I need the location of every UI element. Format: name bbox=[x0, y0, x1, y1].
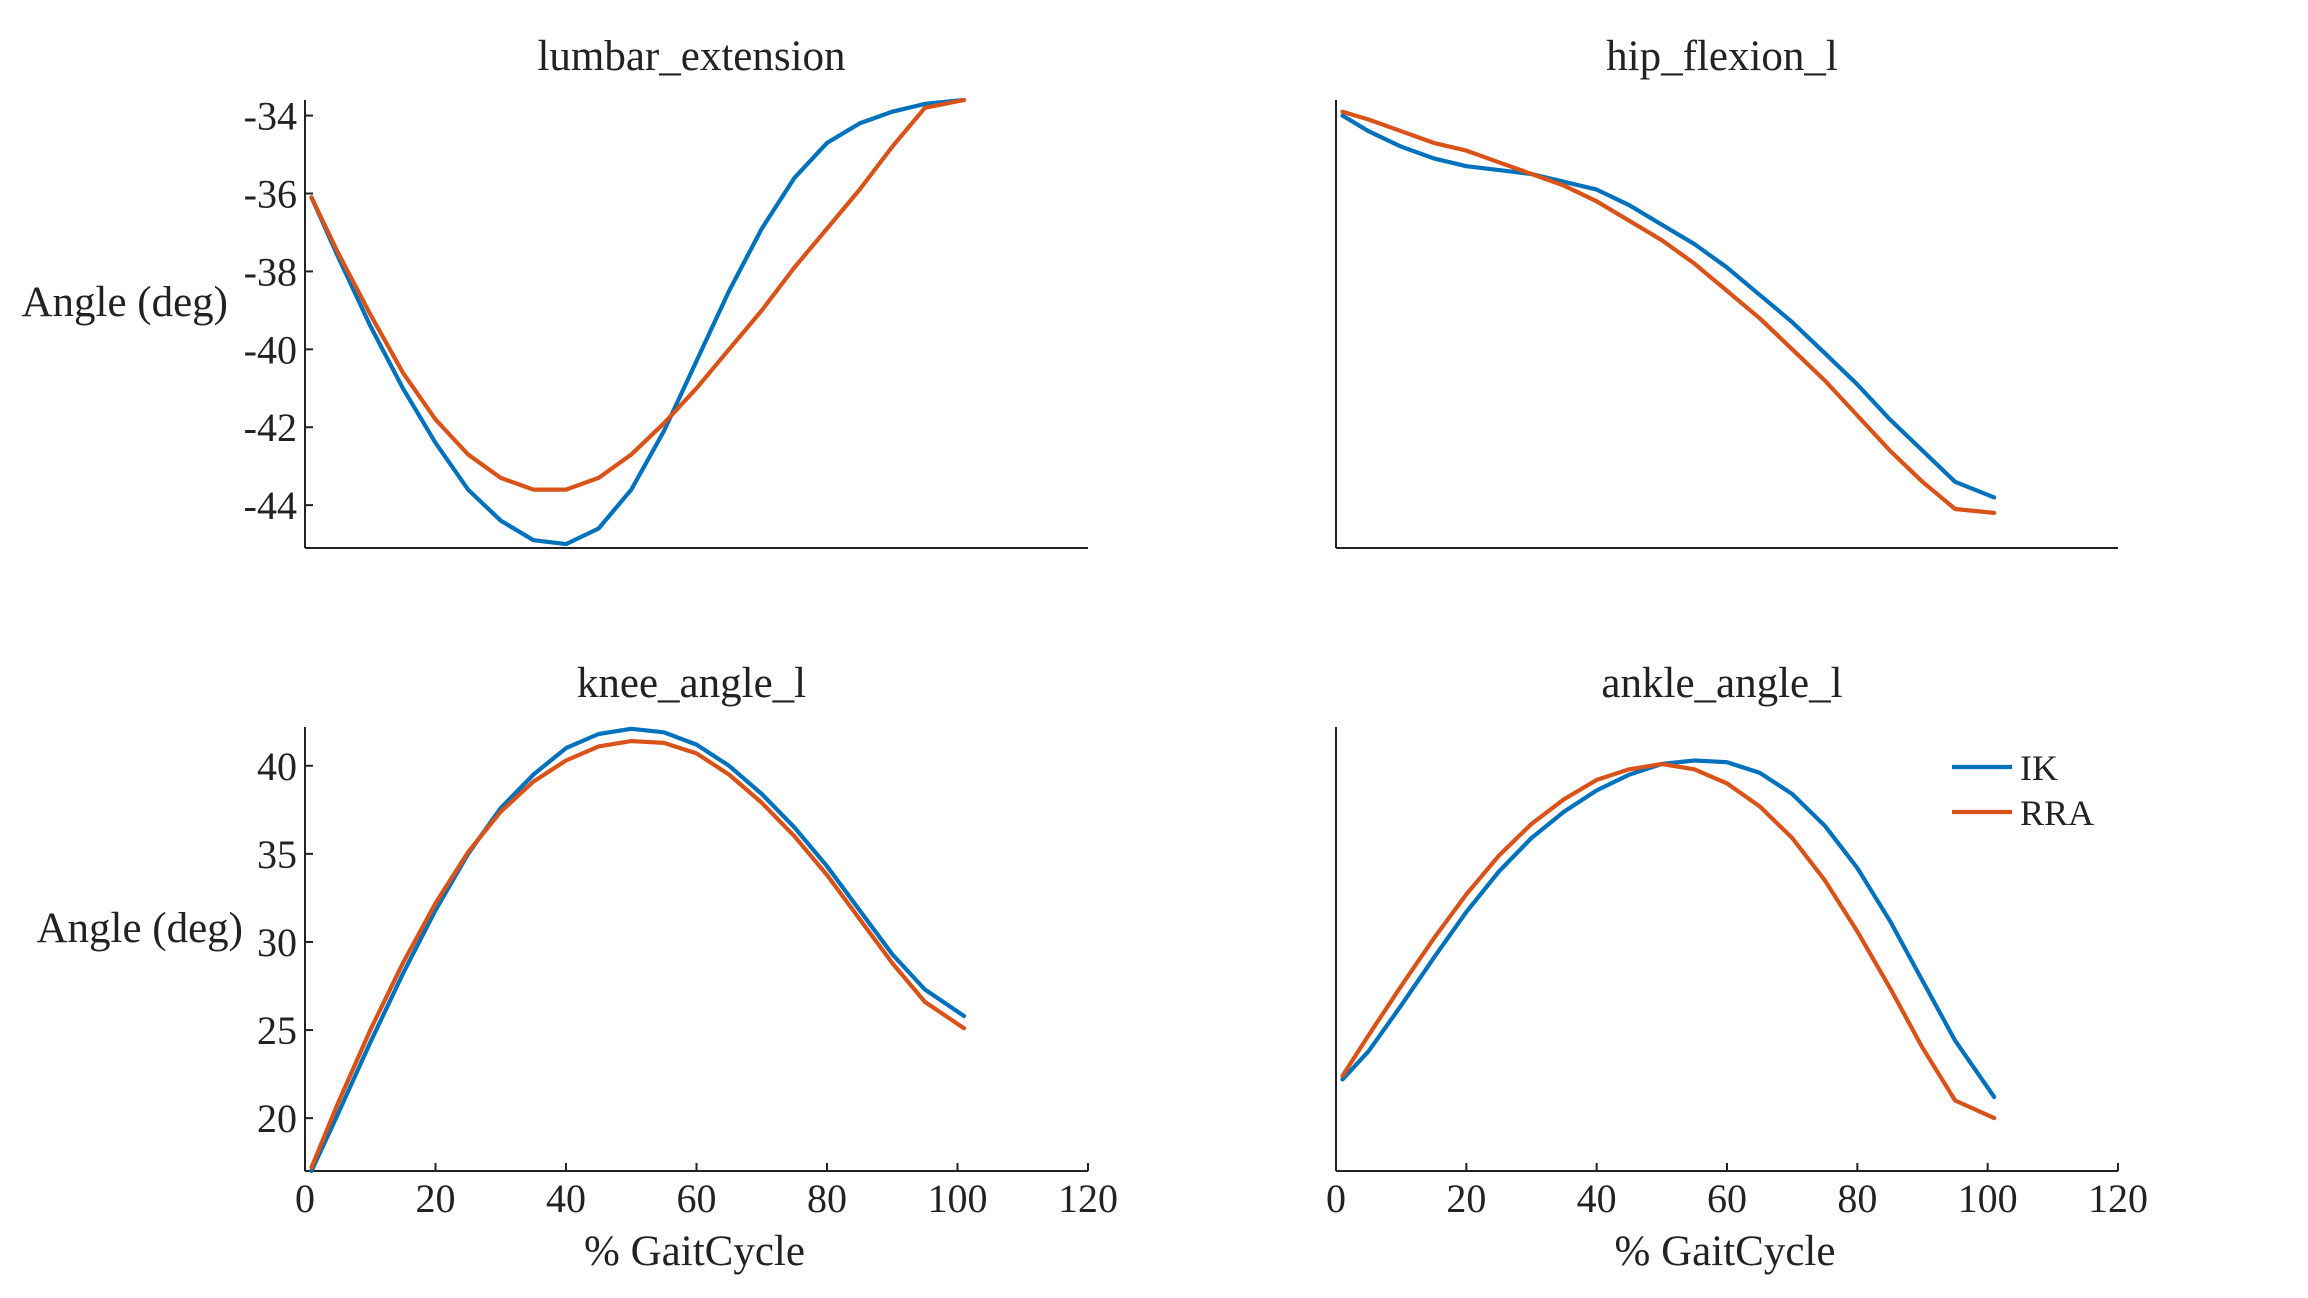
y-tick-label: -42 bbox=[244, 405, 297, 450]
legend: IK RRA bbox=[1952, 748, 2094, 833]
y-axis-label: Angle (deg) bbox=[21, 279, 228, 326]
x-tick-label: 100 bbox=[928, 1176, 988, 1221]
x-tick-label: 0 bbox=[295, 1176, 315, 1221]
x-axis-label: % GaitCycle bbox=[1615, 1228, 1836, 1275]
legend-label-rra: RRA bbox=[2020, 793, 2094, 833]
chart-title: ankle_angle_l bbox=[1601, 660, 1842, 707]
chart-title: hip_flexion_l bbox=[1606, 33, 1838, 80]
y-axis-label: Angle (deg) bbox=[36, 905, 243, 952]
x-tick-label: 40 bbox=[546, 1176, 586, 1221]
series-line-ik bbox=[309, 726, 967, 1174]
panel-hip-flexion-l: hip_flexion_l bbox=[1335, 33, 2118, 549]
y-tick-label: 35 bbox=[257, 832, 297, 877]
x-tick-label: 120 bbox=[1058, 1176, 1118, 1221]
panel-knee-angle-l: knee_angle_l 20 25 30 35 40 0 20 40 60 80 100 120 Ang… bbox=[36, 660, 1118, 1275]
y-tick-label: -36 bbox=[244, 171, 297, 216]
y-tick-label: 40 bbox=[257, 744, 297, 789]
y-tick-label: 25 bbox=[257, 1008, 297, 1053]
x-tick-label: 20 bbox=[416, 1176, 456, 1221]
series-line-ik bbox=[1340, 113, 1997, 500]
chart-title: lumbar_extension bbox=[537, 33, 845, 80]
x-axis-label: % GaitCycle bbox=[584, 1228, 805, 1275]
series-line-rra bbox=[1340, 109, 1997, 516]
x-tick-label: 80 bbox=[807, 1176, 847, 1221]
y-tick-label: -44 bbox=[244, 483, 297, 528]
x-tick-label: 80 bbox=[1837, 1176, 1877, 1221]
x-tick-label: 100 bbox=[1958, 1176, 2018, 1221]
series-line-rra bbox=[309, 738, 967, 1170]
y-tick-label: -40 bbox=[244, 327, 297, 372]
x-tick-label: 120 bbox=[2088, 1176, 2148, 1221]
y-tick-label: -38 bbox=[244, 249, 297, 294]
x-tick-label: 20 bbox=[1446, 1176, 1486, 1221]
y-tick-label: 20 bbox=[257, 1096, 297, 1141]
panel-lumbar-extension: lumbar_extension -34 -36 -38 -40 -42 -44 Angle … bbox=[21, 33, 1088, 549]
y-tick-label: -34 bbox=[244, 94, 297, 139]
x-tick-label: 60 bbox=[677, 1176, 717, 1221]
series-line-rra bbox=[309, 97, 967, 492]
y-tick-label: 30 bbox=[257, 920, 297, 965]
series-line-rra bbox=[1340, 761, 1997, 1121]
x-tick-label: 40 bbox=[1577, 1176, 1617, 1221]
chart-title: knee_angle_l bbox=[577, 660, 806, 707]
x-tick-label: 0 bbox=[1326, 1176, 1346, 1221]
legend-label-ik: IK bbox=[2020, 748, 2058, 788]
series-line-ik bbox=[309, 97, 967, 547]
x-tick-label: 60 bbox=[1707, 1176, 1747, 1221]
panel-ankle-angle-l: ankle_angle_l 0 20 40 60 80 100 120 % GaitCycle bbox=[1326, 660, 2148, 1275]
